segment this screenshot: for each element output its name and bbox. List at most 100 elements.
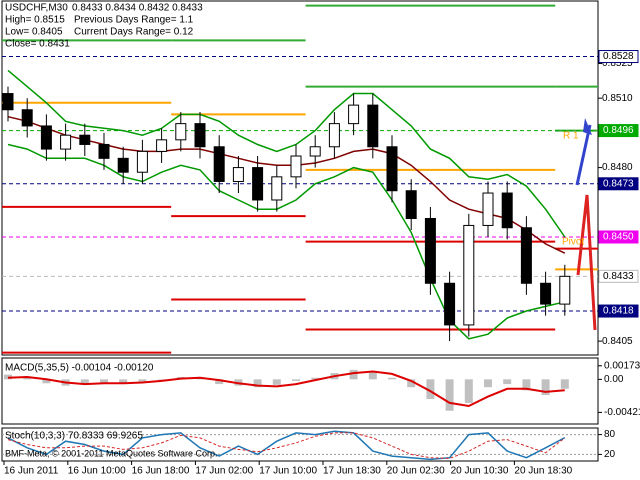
candle-body — [463, 224, 475, 326]
macd-bar — [484, 379, 492, 388]
pivot-label: Pivot — [562, 237, 584, 248]
x-tick-label: 20 Jun 10:30 — [451, 466, 509, 477]
axes: 0.8525 0.8510 0.8480 0.8405 0.8528 0.8496 0.84… — [3, 50, 640, 477]
indicator-line — [7, 115, 566, 254]
level-label: 0.8418 — [603, 306, 634, 317]
macd-bar — [388, 377, 396, 380]
candle-body — [21, 109, 33, 127]
macd-bar — [272, 379, 281, 385]
level-box — [598, 230, 639, 244]
macd-bar — [445, 379, 454, 411]
arrow-red — [576, 194, 597, 331]
candle-body — [271, 176, 283, 201]
indicator-line — [7, 143, 565, 340]
x-tick-label: 20 Jun 18:30 — [514, 466, 572, 477]
macd-bar — [522, 379, 531, 391]
level-label: 0.8496 — [603, 125, 634, 136]
candle-body — [328, 123, 340, 148]
x-tick-label: 16 Jun 18:00 — [132, 466, 190, 477]
macd-title: MACD(5,35,5) -0.00104 -0.00120 — [5, 363, 154, 374]
arrow-head — [583, 118, 592, 135]
indicator-line — [7, 69, 566, 238]
macd-bar — [503, 379, 512, 385]
candle-body — [175, 123, 187, 141]
level-label: 0.8473 — [603, 178, 634, 189]
stoch-plot — [2, 430, 598, 461]
y-tick-label: 0.00173 — [604, 360, 640, 371]
stoch-panel — [1, 427, 599, 462]
macd-bar — [80, 379, 89, 385]
candle-body — [540, 282, 552, 305]
macd-bar — [100, 379, 108, 383]
candle-body — [2, 93, 14, 111]
macd-plot — [4, 369, 569, 411]
level-label: 0.8433 — [603, 271, 634, 282]
macd-bar — [541, 379, 550, 396]
candle-body — [232, 167, 244, 182]
stoch-line — [7, 430, 566, 461]
y-tick-label: 80 — [604, 429, 616, 440]
macd-bar — [311, 377, 320, 380]
macd-bar — [23, 376, 32, 380]
level-box — [598, 304, 639, 318]
level-label: 0.8450 — [603, 232, 634, 243]
level-box — [598, 124, 639, 138]
candle-body — [309, 146, 321, 157]
y-tick-label: 0.8525 — [602, 58, 633, 69]
candle-body — [40, 125, 52, 150]
macd-panel — [1, 357, 599, 425]
candle-body — [559, 275, 571, 305]
arrow-up — [575, 124, 592, 186]
main-plot — [2, 4, 598, 354]
candle-body — [520, 227, 532, 284]
candle-body — [60, 134, 72, 150]
level-box — [598, 177, 639, 191]
candle-body — [252, 167, 264, 201]
stoch-title: Stoch(10,3,3) 70.8333 69.9265 — [5, 431, 143, 442]
macd-bar — [42, 379, 51, 384]
info: Current Days Range= 0.12 — [74, 27, 194, 38]
macd-bar — [292, 379, 300, 381]
macd-bar — [196, 378, 204, 380]
copyright: BMF-Meta, © 2001-2011 MetaQuotes Softwar… — [5, 448, 218, 458]
y-tick-label: 0.8480 — [602, 162, 633, 173]
y-tick-label: 0.8405 — [602, 336, 633, 347]
level-label: 0.8528 — [603, 51, 634, 62]
macd-bar — [368, 371, 377, 380]
macd-bar — [464, 379, 473, 403]
y-tick-label: -0.00421 — [604, 407, 640, 418]
r1-label: R 1 — [563, 131, 579, 142]
x-tick-label: 20 Jun 02:30 — [387, 466, 445, 477]
main-panel — [1, 0, 599, 356]
x-tick-label: 16 Jun 10:00 — [68, 466, 126, 477]
candle-body — [194, 123, 206, 148]
candle-body — [367, 104, 379, 148]
macd-bar — [157, 379, 166, 380]
macd-bar — [215, 379, 224, 385]
macd-bar — [426, 379, 435, 399]
candle-body — [386, 146, 398, 192]
candle-body — [136, 150, 148, 173]
x-tick-label: 17 Jun 10:00 — [259, 466, 317, 477]
quote: 0.8433 0.8434 0.8432 0.8433 — [72, 3, 203, 14]
candle-body — [482, 192, 494, 226]
symbol: USDCHF,M30 — [5, 3, 68, 14]
candle-body — [156, 139, 168, 152]
y-tick-label: 20 — [604, 449, 616, 460]
macd-bar — [253, 379, 262, 388]
level-box — [598, 50, 639, 64]
candle-body — [501, 192, 513, 229]
macd-bar — [407, 379, 416, 388]
info: Close= 0.8431 — [5, 39, 70, 50]
macd-bar — [119, 379, 128, 385]
candle-body — [213, 146, 225, 182]
candle-body — [348, 104, 360, 125]
arrows — [575, 118, 597, 331]
macd-bar — [560, 379, 569, 389]
x-tick-label: 16 Jun 2011 — [4, 466, 59, 477]
info: High= 0.8515 — [5, 15, 65, 26]
x-tick-label: 17 Jun 02:00 — [195, 466, 253, 477]
x-tick-label: 17 Jun 18:30 — [323, 466, 381, 477]
